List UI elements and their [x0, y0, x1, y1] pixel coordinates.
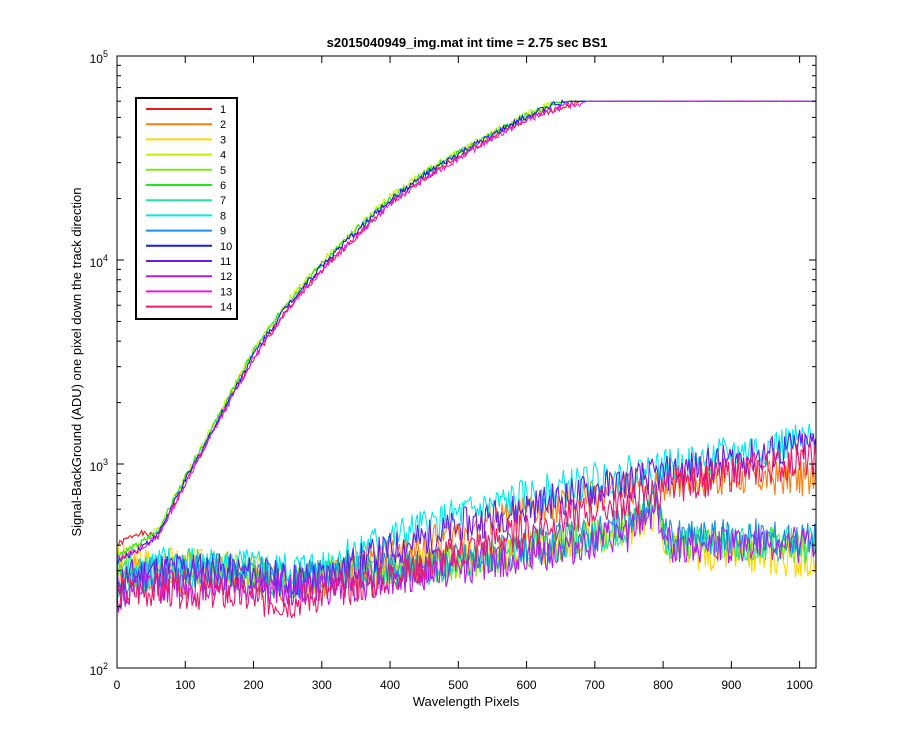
series-line-13 [116, 100, 816, 562]
y-tick-label: 103 [90, 457, 108, 474]
legend-label: 10 [220, 241, 232, 253]
x-tick-label: 800 [653, 678, 673, 692]
x-tick-label: 600 [517, 678, 537, 692]
legend-label: 11 [220, 256, 231, 268]
x-tick-label: 200 [244, 678, 264, 692]
x-axis: 0 100 200 300 400 500 600 700 800 900 1000 [114, 56, 813, 692]
x-tick-label: 1000 [786, 678, 813, 692]
x-axis-label: Wavelength Pixels [413, 694, 520, 709]
y-tick-label: 105 [90, 49, 108, 66]
chart-title: s2015040949_img.mat int time = 2.75 sec … [327, 35, 608, 50]
series-line-11 [116, 429, 817, 597]
series-line-12 [116, 496, 817, 613]
legend-label: 3 [220, 134, 226, 146]
legend-label: 1 [220, 104, 226, 116]
series-layer [116, 99, 817, 620]
legend-box [135, 97, 238, 320]
legend-label: 6 [220, 180, 226, 192]
legend-label: 9 [220, 226, 226, 238]
legend-label: 14 [220, 302, 232, 314]
series-line-14 [116, 442, 817, 620]
x-tick-label: 700 [585, 678, 605, 692]
y-tick-label: 104 [90, 253, 108, 270]
y-tick-label: 102 [90, 661, 108, 678]
x-tick-label: 0 [114, 678, 121, 692]
x-tick-label: 400 [380, 678, 400, 692]
legend-label: 12 [220, 271, 232, 283]
legend-label: 8 [220, 210, 226, 222]
legend-label: 2 [220, 119, 226, 131]
y-axis-label: Signal-BackGround (ADU) one pixel down t… [69, 187, 84, 536]
plot-frame [116, 55, 817, 669]
legend-label: 7 [220, 195, 226, 207]
legend-label: 5 [220, 165, 226, 177]
series-line-3 [116, 496, 817, 597]
x-tick-label: 100 [175, 678, 195, 692]
x-tick-label: 500 [448, 678, 468, 692]
legend-label: 4 [220, 150, 226, 162]
x-tick-label: 900 [721, 678, 741, 692]
x-tick-label: 300 [312, 678, 332, 692]
legend-label: 13 [220, 286, 232, 298]
